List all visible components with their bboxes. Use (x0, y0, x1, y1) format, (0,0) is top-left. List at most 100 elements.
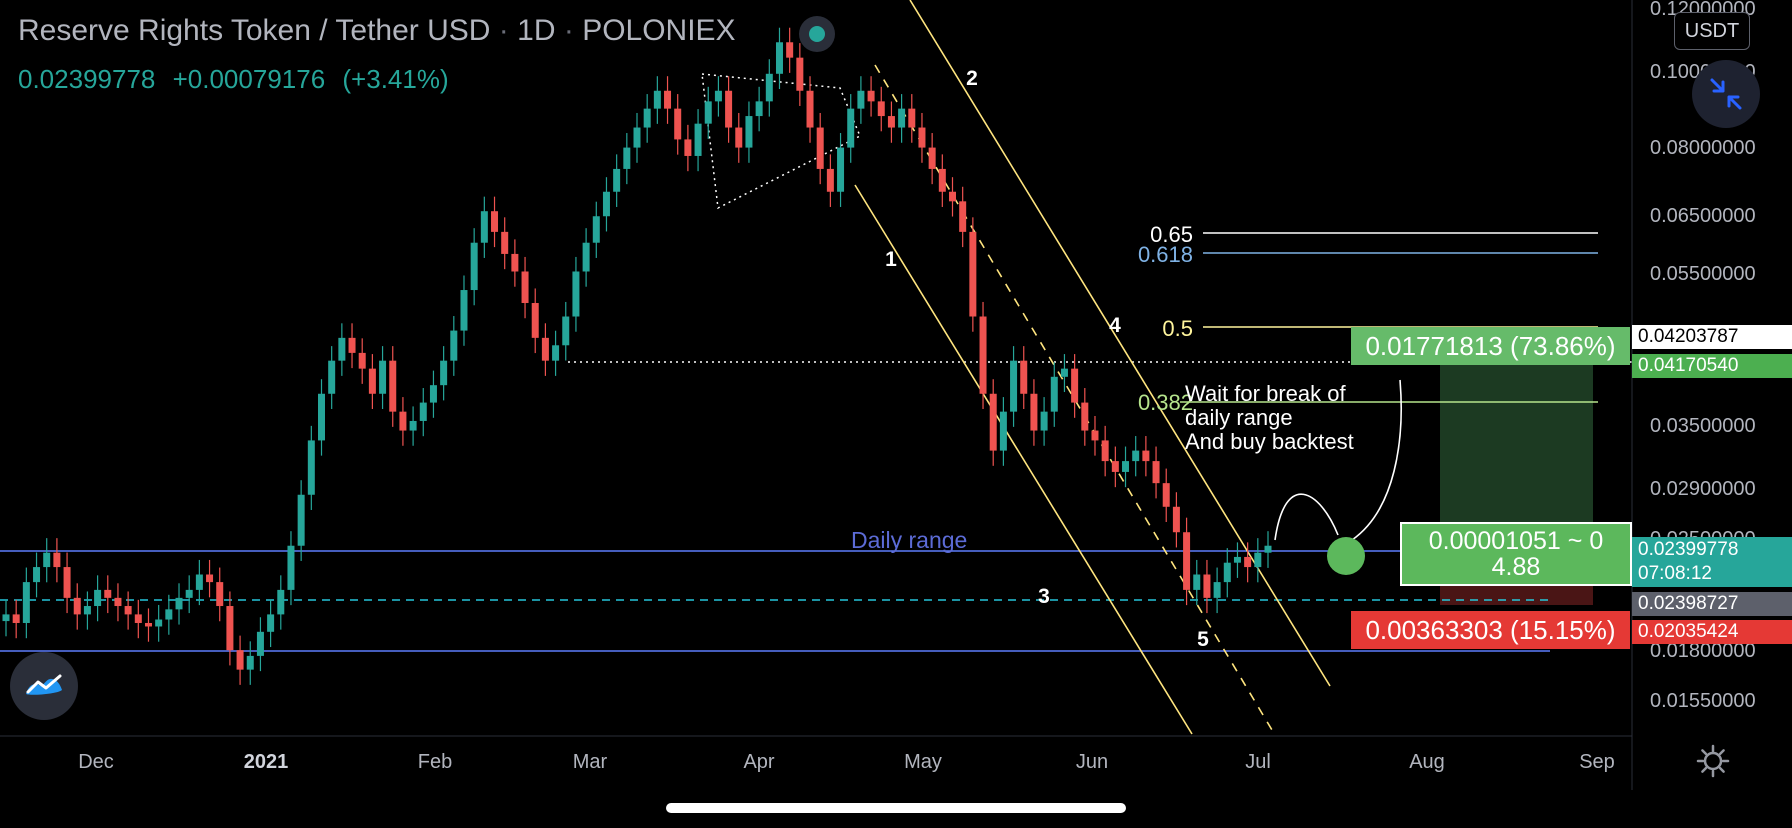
candle-body (725, 90, 733, 128)
x-tick: Mar (573, 751, 608, 773)
candle-body (43, 552, 51, 568)
candle-body (348, 337, 356, 353)
candle-body (1010, 360, 1018, 412)
candle-body (1162, 483, 1170, 507)
exchange-label: POLONIEX (582, 14, 736, 47)
candle-body (572, 271, 580, 317)
collapse-arrows-icon[interactable] (1692, 60, 1760, 128)
x-tick: Feb (418, 751, 452, 773)
target-level-tag: 0.04170540 (1632, 354, 1792, 378)
target-box[interactable]: 0.01771813 (73.86%) (1351, 327, 1630, 365)
candle-body (826, 168, 834, 192)
candle-body (144, 622, 152, 627)
candle-body (429, 385, 437, 403)
candle-body (938, 168, 946, 192)
x-tick: May (904, 751, 942, 773)
price-summary: 0.02399778 +0.00079176 (+3.41%) (18, 64, 459, 95)
candle-body (450, 330, 458, 361)
y-tick: 0.01550000 (1650, 690, 1756, 712)
x-tick: Apr (743, 751, 774, 773)
stop-box[interactable]: 0.00363303 (15.15%) (1351, 611, 1630, 649)
candle-body (1193, 574, 1201, 590)
candle-body (694, 123, 702, 156)
candle-body (908, 108, 916, 128)
candle-body (949, 191, 956, 202)
home-indicator[interactable] (666, 803, 1126, 813)
candle-body (409, 420, 417, 431)
candle-body (786, 42, 794, 58)
candle-body (928, 147, 936, 169)
candle-body (480, 211, 488, 243)
upper-level-tag: 0.04203787 (1632, 325, 1792, 349)
entry-box-line-1: 0.00001051 ~ 0 (1428, 527, 1604, 555)
note-line-2: daily range (1185, 405, 1293, 430)
x-tick: 2021 (244, 751, 289, 773)
market-status-icon[interactable] (799, 16, 835, 52)
candle-body (989, 393, 997, 451)
fib-label-0.618: 0.618 (1138, 242, 1193, 267)
candles-group (2, 27, 1272, 685)
candle-body (684, 139, 692, 156)
currency-button[interactable]: USDT (1674, 12, 1750, 50)
candle-body (368, 368, 376, 394)
candle-body (531, 303, 539, 338)
x-tick: Sep (1579, 751, 1615, 773)
candle-body (307, 440, 315, 495)
candle-body (134, 614, 142, 623)
candle-body (155, 619, 163, 627)
price-change-pct: (+3.41%) (342, 64, 449, 94)
candle-body (1152, 461, 1160, 484)
candle-body (440, 360, 448, 386)
candle-body (216, 582, 224, 607)
candle-body (206, 574, 214, 583)
candle-body (379, 360, 387, 394)
note-text: Wait for break of daily range And buy ba… (1185, 381, 1354, 454)
candle-body (1183, 532, 1191, 590)
candle-body (165, 609, 173, 620)
candle-body (1233, 556, 1241, 563)
candle-body (297, 494, 305, 546)
separator-dot: · (563, 14, 574, 47)
entry-box[interactable]: 0.00001051 ~ 0 4.88 (1400, 522, 1632, 586)
collapse-arrows-icon-glyph (1710, 78, 1742, 110)
current-price-value: 0.02399778 (1638, 539, 1739, 560)
candle-body (226, 606, 234, 651)
separator-dot: · (498, 14, 509, 47)
candle-body (53, 552, 61, 568)
candle-body (633, 127, 641, 148)
entry-marker[interactable] (1327, 537, 1365, 575)
countdown-timer: 07:08:12 (1638, 563, 1712, 584)
gear-icon[interactable] (1696, 744, 1730, 778)
candle-body (83, 606, 91, 615)
candle-body (755, 101, 763, 117)
candle-body (104, 589, 112, 598)
candle-body (460, 290, 468, 331)
wave-labels: 1 2 3 4 5 (885, 67, 1209, 651)
last-price: 0.02399778 (18, 64, 156, 94)
projection-arrow-path (1351, 379, 1402, 541)
candle-body (1142, 450, 1150, 462)
symbol-title[interactable]: Reserve Rights Token / Tether USD · 1D ·… (18, 14, 736, 48)
candle-body (277, 589, 285, 615)
candle-body (22, 582, 30, 623)
candle-body (714, 90, 722, 102)
candle-body (664, 90, 672, 109)
fib-label-0.382: 0.382 (1138, 390, 1193, 415)
candle-body (613, 168, 621, 192)
interval-label[interactable]: 1D (517, 14, 556, 47)
candle-body (1030, 393, 1038, 431)
candle-body (328, 360, 336, 394)
candle-body (399, 411, 407, 431)
candle-body (847, 108, 855, 148)
candle-body (623, 147, 631, 169)
candle-body (1050, 376, 1058, 412)
candle-body (33, 567, 41, 583)
fib-label-0.65: 0.65 (1150, 222, 1193, 247)
fib-label-0.5: 0.5 (1162, 316, 1193, 341)
candle-body (552, 345, 560, 361)
candle-body (318, 393, 325, 441)
candle-body (287, 545, 295, 590)
current-price-tag: 0.02399778 07:08:12 (1632, 537, 1792, 587)
tradingview-logo-icon[interactable] (10, 652, 78, 720)
